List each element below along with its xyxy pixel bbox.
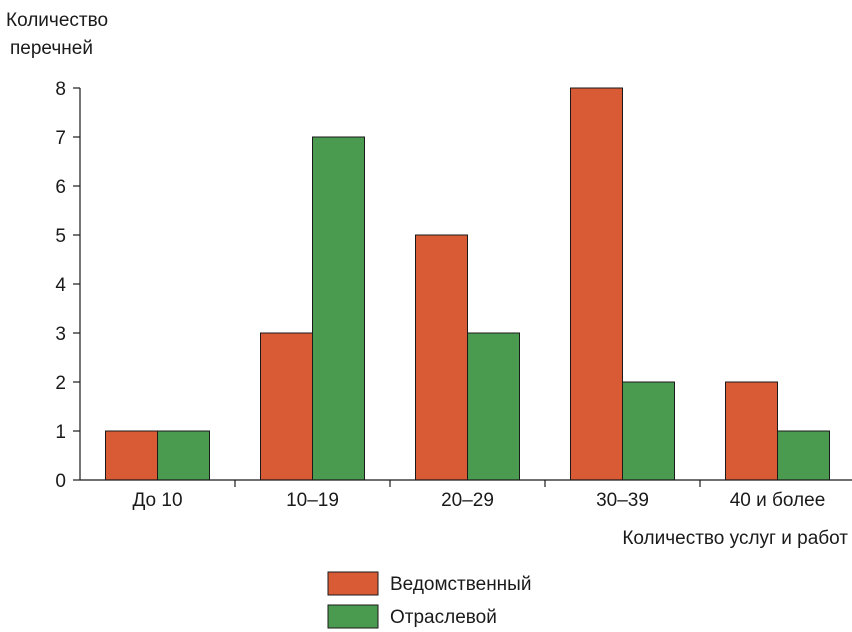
- y-tick-label: 0: [55, 471, 66, 492]
- bar-vedomstvennyi: [105, 430, 158, 481]
- legend: Ведомственный Отраслевой: [327, 571, 531, 629]
- y-tick-label: 4: [55, 275, 66, 296]
- bar-otraslevoi: [312, 136, 365, 481]
- y-tick-label: 7: [55, 128, 66, 149]
- bar-otraslevoi: [467, 332, 520, 481]
- y-tick-label: 5: [55, 226, 66, 247]
- y-axis-label-line-2: перечней: [10, 38, 93, 59]
- legend-label-otraslevoi: Отраслевой: [390, 607, 497, 628]
- legend-swatch-otraslevoi: [327, 604, 379, 629]
- y-tick-label: 6: [55, 177, 66, 198]
- bar-vedomstvennyi: [570, 87, 623, 481]
- x-tick-label: 40 и более: [730, 490, 826, 511]
- y-axis-ticks: 0 1 2 3 4 5 6 7 8: [55, 79, 80, 492]
- x-axis-ticks: До 10 10–19 20–29 30–39 40 и более: [132, 480, 825, 511]
- y-tick-label: 2: [55, 373, 66, 394]
- bar-vedomstvennyi: [725, 381, 778, 481]
- bars: [105, 87, 830, 481]
- legend-swatch-vedomstvennyi: [327, 571, 379, 596]
- bar-otraslevoi: [777, 430, 830, 481]
- y-tick-label: 3: [55, 324, 66, 345]
- bar-vedomstvennyi: [260, 332, 313, 481]
- x-tick-label: 10–19: [286, 490, 339, 511]
- bar-otraslevoi: [157, 430, 210, 481]
- legend-label-vedomstvennyi: Ведомственный: [390, 574, 531, 595]
- x-tick-label: 30–39: [596, 490, 649, 511]
- x-axis-label: Количество услуг и работ: [622, 528, 848, 549]
- bar-otraslevoi: [622, 381, 675, 481]
- bar-vedomstvennyi: [415, 234, 468, 481]
- y-tick-label: 1: [55, 422, 66, 443]
- x-tick-label: До 10: [132, 490, 182, 511]
- x-tick-label: 20–29: [441, 490, 494, 511]
- y-axis-label-line-1: Количество: [6, 10, 108, 31]
- y-tick-label: 8: [55, 79, 66, 100]
